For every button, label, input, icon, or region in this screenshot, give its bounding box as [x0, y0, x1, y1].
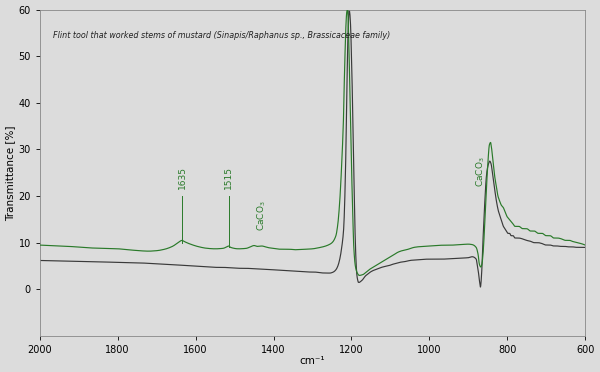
Y-axis label: Transmittance [%]: Transmittance [%] [5, 125, 16, 221]
Text: Flint tool that worked stems of mustard (Sinapis/Raphanus sp., Brassicaceae fami: Flint tool that worked stems of mustard … [53, 31, 391, 40]
X-axis label: cm⁻¹: cm⁻¹ [299, 356, 325, 366]
Text: 1635: 1635 [178, 166, 187, 189]
Text: CaCO$_3$: CaCO$_3$ [256, 201, 268, 231]
Text: 1515: 1515 [224, 166, 233, 189]
Text: CaCO$_3$: CaCO$_3$ [475, 156, 487, 187]
